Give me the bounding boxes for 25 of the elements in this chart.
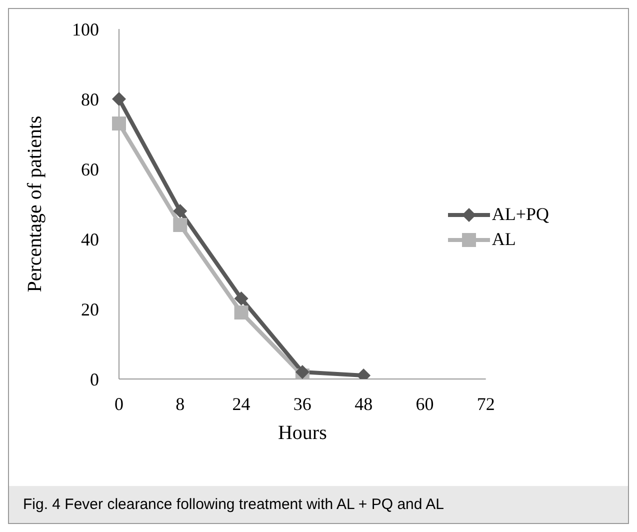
y-tick-label: 80 — [81, 89, 99, 110]
x-tick-label: 60 — [416, 394, 434, 414]
point — [112, 116, 126, 130]
y-tick-label: 40 — [81, 229, 99, 250]
point — [295, 365, 310, 379]
x-tick-label: 24 — [232, 394, 250, 414]
y-tick-label: 20 — [81, 299, 99, 320]
y-tick-label: 100 — [72, 19, 99, 40]
point — [234, 292, 248, 306]
y-tick-label: 0 — [90, 369, 99, 390]
x-tick-label: 0 — [114, 394, 124, 414]
x-axis-title: Hours — [278, 422, 328, 444]
point — [173, 204, 188, 218]
caption: Fig. 4 Fever clearance following treatment with AL + PQ and AL — [9, 486, 628, 523]
x-tick-label: 48 — [354, 394, 373, 414]
y-tick-label: 60 — [81, 159, 99, 180]
legend-label: AL+PQ — [492, 204, 549, 225]
point — [234, 306, 248, 320]
x-tick-label: 8 — [176, 394, 185, 414]
point — [173, 218, 188, 232]
x-tick-label: 72 — [476, 394, 495, 414]
legend-label: AL — [492, 229, 516, 250]
point — [112, 92, 126, 106]
y-axis-title: Percentage of patients — [24, 115, 46, 292]
x-tick-label: 36 — [293, 394, 312, 414]
